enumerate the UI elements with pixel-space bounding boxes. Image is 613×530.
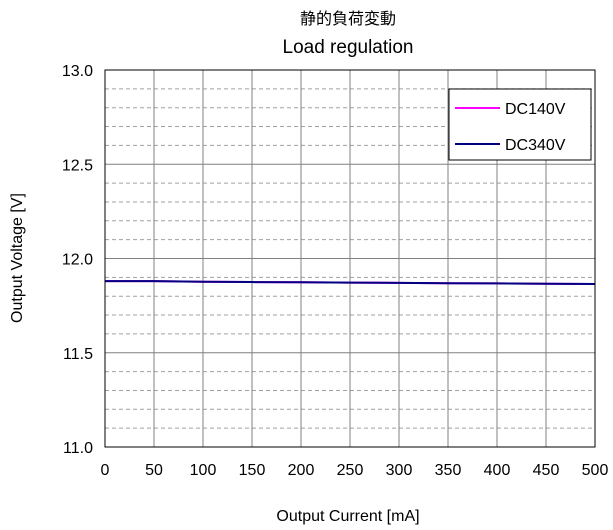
chart-title: Load regulation (283, 37, 414, 58)
x-tick-label: 150 (239, 462, 266, 479)
y-axis-label: Output Voltage [V] (9, 193, 26, 323)
legend-label: DC340V (505, 137, 566, 154)
x-tick-label: 0 (101, 462, 110, 479)
x-tick-label: 350 (435, 462, 462, 479)
x-tick-label: 200 (288, 462, 315, 479)
x-tick-label: 300 (386, 462, 413, 479)
series-lines (105, 280, 596, 285)
y-tick-labels: 11.0 11.5 12.0 12.5 13.0 (62, 63, 93, 457)
y-tick-label: 11.5 (63, 346, 93, 363)
series-line-dc340v (105, 280, 596, 285)
y-tick-label: 13.0 (62, 63, 93, 80)
plot-frame (104, 69, 596, 448)
x-axis-label: Output Current [mA] (276, 508, 419, 525)
x-tick-label: 50 (145, 462, 163, 479)
legend: DC140V DC340V (448, 88, 592, 161)
legend-label: DC140V (505, 101, 566, 118)
y-tick-label: 12.0 (62, 252, 93, 269)
chart-title-jp: 静的負荷変動 (300, 9, 396, 28)
x-tick-label: 250 (337, 462, 364, 479)
y-tick-label: 11.0 (63, 440, 93, 457)
x-tick-label: 450 (533, 462, 560, 479)
x-tick-label: 400 (484, 462, 511, 479)
x-tick-label: 500 (582, 462, 609, 479)
x-tick-label: 100 (190, 462, 217, 479)
y-tick-label: 12.5 (62, 157, 93, 174)
legend-box (448, 88, 592, 161)
x-tick-labels: 0 50 100 150 200 250 300 350 400 450 500 (101, 462, 609, 479)
